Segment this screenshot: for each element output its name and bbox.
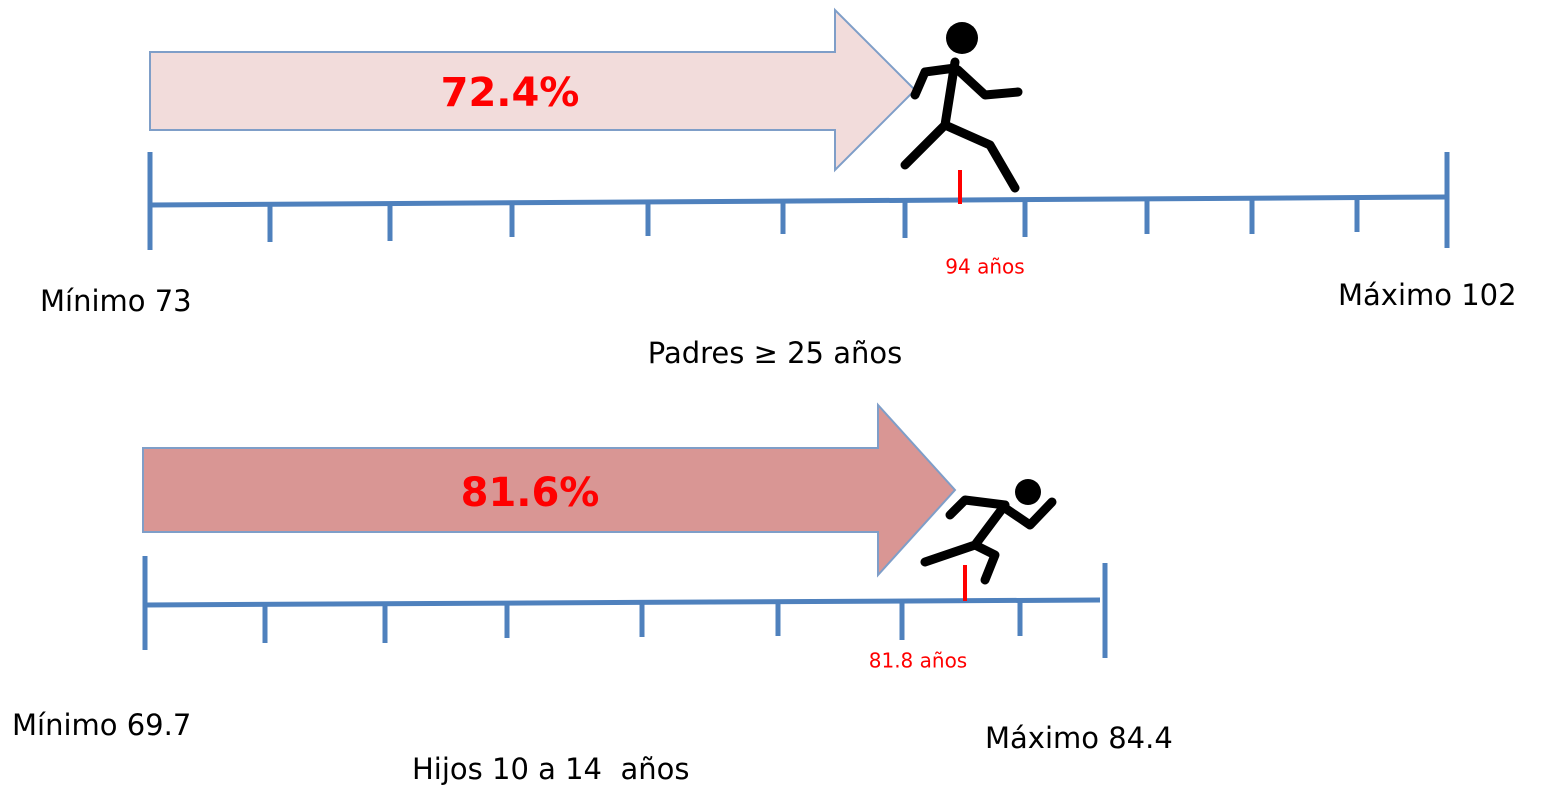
percent: 72.4% [441, 70, 580, 116]
marker-label: 94 años [945, 255, 1024, 279]
marker-label: 81.8 años [869, 649, 967, 673]
caption: Hijos 10 a 14 años [412, 752, 689, 786]
panel-top: 72.4% 94 años Mínimo 73 Máximo 102 [40, 7, 1517, 370]
percent: 81.6% [461, 470, 600, 516]
scale [147, 152, 1450, 250]
runner-icon [920, 479, 1057, 585]
min-label: Mínimo 73 [40, 284, 192, 318]
min-label: Mínimo 69.7 [12, 708, 191, 742]
arrow [142, 402, 957, 578]
arrow [149, 7, 917, 173]
caption: Padres ≥ 25 años [648, 336, 902, 370]
max-label: Máximo 102 [1338, 278, 1517, 312]
scale [142, 556, 1108, 658]
panel-bottom: 81.6% 81.8 años Mínimo 69.7 Máximo 84.4 … [12, 402, 1173, 786]
runner-icon [900, 22, 1023, 193]
max-label: Máximo 84.4 [985, 721, 1173, 755]
